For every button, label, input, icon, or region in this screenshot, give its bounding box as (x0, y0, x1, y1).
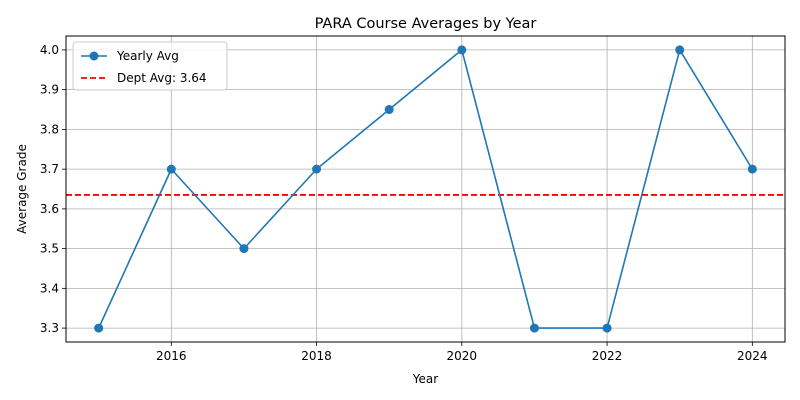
y-axis-label: Average Grade (15, 144, 29, 234)
data-point-2015 (94, 323, 104, 333)
data-point-2016 (166, 164, 176, 174)
x-tick-label: 2020 (447, 349, 478, 363)
x-tick-label: 2018 (301, 349, 332, 363)
data-point-2019 (384, 105, 394, 115)
legend-label-yearly-avg: Yearly Avg (116, 49, 179, 63)
x-tick-label: 2016 (156, 349, 187, 363)
x-axis-label: Year (412, 372, 438, 386)
x-axis-ticks: 2016 2018 2020 2022 2024 (156, 342, 768, 363)
data-point-2017 (239, 244, 249, 254)
data-point-2021 (529, 323, 539, 333)
y-tick-label: 3.6 (40, 202, 59, 216)
data-point-2022 (602, 323, 612, 333)
series-line-0 (97, 49, 754, 329)
legend-swatch-marker-yearly-avg (89, 51, 99, 61)
y-tick-label: 3.4 (40, 281, 59, 295)
data-point-2023 (675, 45, 685, 55)
legend: Yearly Avg Dept Avg: 3.64 (72, 41, 228, 91)
grid-lines (66, 36, 785, 342)
y-axis-ticks: 3.3 3.4 3.5 3.6 3.7 3.8 3.9 4.0 (40, 43, 66, 335)
data-point-2024 (747, 164, 757, 174)
series-group (94, 45, 757, 333)
plot-frame (65, 35, 786, 343)
y-tick-label: 3.3 (40, 321, 59, 335)
x-tick-label: 2022 (592, 349, 623, 363)
legend-label-dept-avg: Dept Avg: 3.64 (117, 71, 207, 85)
chart-title: PARA Course Averages by Year (315, 16, 537, 32)
data-point-2020 (457, 45, 467, 55)
y-tick-label: 4.0 (40, 43, 59, 57)
x-tick-label: 2024 (737, 349, 768, 363)
data-point-2018 (312, 164, 322, 174)
y-tick-label: 3.5 (40, 242, 59, 256)
y-tick-label: 3.7 (40, 162, 59, 176)
legend-frame (72, 41, 228, 91)
y-tick-label: 3.9 (40, 83, 59, 97)
y-tick-label: 3.8 (40, 122, 59, 136)
